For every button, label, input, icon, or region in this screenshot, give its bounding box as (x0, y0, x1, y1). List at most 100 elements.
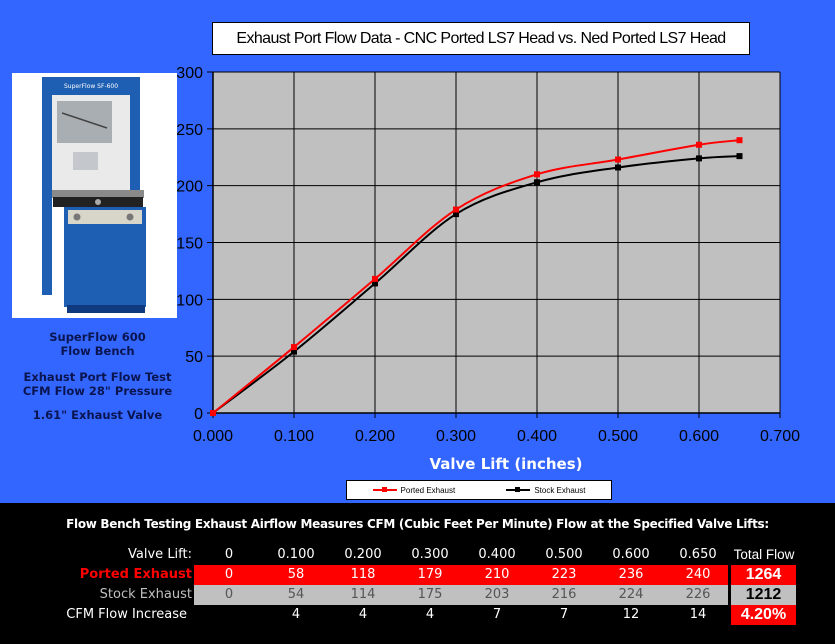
lift-value-cell: 0.400 (478, 547, 516, 562)
chart-gridlines (207, 71, 781, 418)
ported-exhaust-marker-icon (453, 206, 459, 213)
ported-row-label: Ported Exhaust (79, 567, 192, 582)
y-tick-label: 200 (176, 179, 203, 196)
legend-item-stock: Stock Exhaust (506, 486, 585, 495)
x-tick-label: 0.500 (598, 428, 638, 445)
ported-line-swatch-icon (372, 487, 397, 492)
ported-exhaust-marker-icon (696, 141, 702, 148)
ported-total: 1264 (731, 565, 796, 585)
lift-value-cell: 0.200 (344, 547, 382, 562)
table-row-increase: CFM Flow Increase 4 4 4 7 7 12 14 4.20% (0, 605, 835, 625)
stock-value-cell: 175 (417, 587, 443, 602)
test-description: Exhaust Port Flow Test CFM Flow 28" Pres… (0, 370, 195, 398)
flow-bench-photo: SuperFlow SF-600 (12, 73, 177, 318)
stock-total: 1212 (731, 585, 796, 605)
legend-ported-label: Ported Exhaust (400, 485, 456, 495)
bench-model: SuperFlow 600 (49, 330, 146, 344)
flow-data-table-panel: Flow Bench Testing Exhaust Airflow Measu… (0, 503, 835, 644)
increase-value-cell: 4 (425, 607, 435, 622)
ported-value-cell: 223 (551, 567, 577, 582)
legend-stock-label: Stock Exhaust (534, 485, 586, 495)
stock-row-label: Stock Exhaust (99, 587, 192, 602)
chart-legend: Ported Exhaust Stock Exhaust (346, 480, 612, 500)
flow-bench-image: SuperFlow SF-600 (12, 73, 177, 318)
x-tick-label: 0.700 (760, 428, 800, 445)
y-tick-label: 50 (185, 349, 203, 366)
x-axis-ticks: 0.000 0.100 0.200 0.300 0.400 0.500 0.600 0.700 (193, 428, 800, 445)
valve-size-label: 1.61" Exhaust Valve (0, 408, 195, 422)
increase-value-cell: 7 (559, 607, 569, 622)
y-tick-label: 0 (194, 406, 203, 423)
lift-value-cell: 0.300 (411, 547, 449, 562)
stock-row-band (194, 585, 728, 605)
ported-exhaust-marker-icon (736, 137, 743, 144)
lift-value-cell: 0.650 (679, 547, 717, 562)
increase-value-cell (199, 605, 259, 625)
y-tick-label: 250 (176, 122, 203, 139)
increase-row-label: CFM Flow Increase (66, 607, 187, 622)
ported-value-cell: 236 (618, 567, 644, 582)
ported-exhaust-marker-icon (615, 156, 621, 163)
x-tick-label: 0.400 (517, 428, 557, 445)
x-tick-label: 0.600 (679, 428, 719, 445)
y-tick-label: 100 (176, 292, 203, 309)
stock-value-cell: 226 (685, 587, 711, 602)
lift-value-cell: 0.500 (545, 547, 583, 562)
lift-value-cell: 0.100 (277, 547, 315, 562)
x-tick-label: 0.100 (274, 428, 314, 445)
test-pressure: CFM Flow 28" Pressure (22, 384, 173, 398)
ported-value-cell: 179 (417, 567, 443, 582)
chart-title: Exhaust Port Flow Data - CNC Ported LS7 … (212, 22, 750, 55)
ported-value-cell: 58 (287, 567, 305, 582)
chart-series (210, 137, 743, 416)
stock-exhaust-marker-icon (534, 179, 540, 186)
total-flow-header: Total Flow (733, 547, 795, 562)
stock-exhaust-marker-icon (291, 348, 297, 355)
increase-value-cell: 4 (358, 607, 368, 622)
stock-exhaust-marker-icon (736, 153, 743, 160)
ported-exhaust-marker-icon (210, 410, 216, 416)
lift-row-label: Valve Lift: (128, 547, 192, 562)
x-tick-label: 0.300 (436, 428, 476, 445)
stock-exhaust-marker-icon (372, 280, 378, 287)
test-type: Exhaust Port Flow Test (23, 370, 172, 384)
lift-value-cell: 0.600 (612, 547, 650, 562)
stock-exhaust-marker-icon (615, 164, 621, 171)
lift-value-cell: 0 (224, 547, 234, 562)
stock-value-cell: 114 (350, 587, 376, 602)
increase-value-cell: 4 (291, 607, 301, 622)
ported-value-cell: 240 (685, 567, 711, 582)
ported-value-cell: 210 (484, 567, 510, 582)
table-row-ported: Ported Exhaust 0 58 118 179 210 223 236 240 126… (0, 565, 835, 585)
y-tick-label: 300 (176, 65, 203, 82)
ported-exhaust-marker-icon (291, 344, 297, 351)
stock-exhaust-marker-icon (696, 155, 702, 162)
stock-value-cell: 0 (224, 587, 234, 602)
table-row-lift: Valve Lift: 0 0.100 0.200 0.300 0.400 0.500 0.… (0, 545, 835, 565)
table-title: Flow Bench Testing Exhaust Airflow Measu… (66, 517, 769, 531)
ported-exhaust-marker-icon (534, 171, 540, 178)
ported-value-cell: 0 (224, 567, 234, 582)
stock-value-cell: 216 (551, 587, 577, 602)
increase-value-cell: 7 (492, 607, 502, 622)
stock-exhaust-marker-icon (453, 211, 459, 218)
ported-row-band (194, 565, 728, 585)
bench-type: Flow Bench (60, 344, 135, 358)
table-row-stock: Stock Exhaust 0 54 114 175 203 216 224 226 1212 (0, 585, 835, 605)
stock-line-swatch-icon (506, 487, 531, 492)
increase-total: 4.20% (731, 605, 796, 625)
y-axis-ticks: 0 50 100 150 200 250 300 (176, 65, 203, 423)
valve-size: 1.61" Exhaust Valve (32, 408, 163, 422)
x-axis-label: Valve Lift (inches) (429, 455, 582, 473)
increase-value-cell: 12 (622, 607, 640, 622)
increase-value-cell: 14 (689, 607, 707, 622)
stock-value-cell: 203 (484, 587, 510, 602)
stock-value-cell: 224 (618, 587, 644, 602)
x-tick-label: 0.000 (193, 428, 233, 445)
ported-value-cell: 118 (350, 567, 376, 582)
y-tick-label: 150 (176, 236, 203, 253)
ported-exhaust-marker-icon (372, 275, 378, 282)
bench-model-label: SuperFlow 600 Flow Bench (0, 330, 195, 358)
stock-value-cell: 54 (287, 587, 305, 602)
